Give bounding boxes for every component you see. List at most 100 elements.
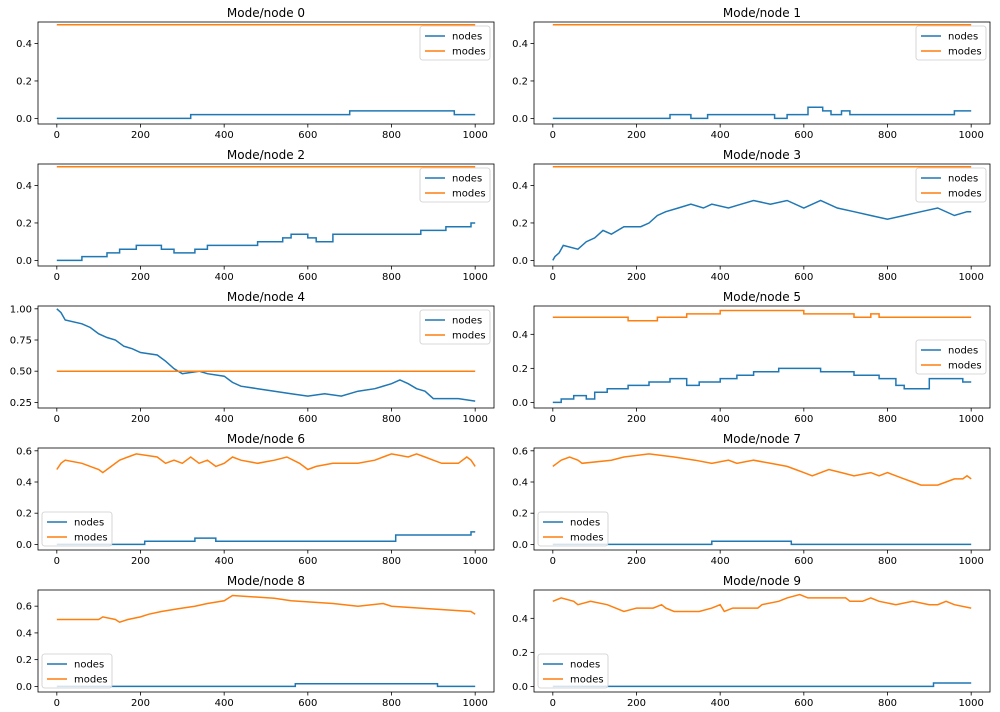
y-tick-label: 0.6	[16, 446, 32, 457]
legend-label-nodes: nodes	[948, 346, 978, 357]
x-tick-label: 0	[550, 414, 556, 425]
subplot-title: Mode/node 7	[723, 432, 801, 446]
axes-frame	[37, 21, 495, 125]
axes-frame	[533, 447, 991, 551]
x-tick-label: 1000	[462, 130, 487, 141]
y-tick-label: 0.2	[16, 509, 32, 520]
y-tick-label: 0.4	[512, 614, 528, 625]
subplot-title: Mode/node 9	[723, 574, 801, 588]
x-tick-label: 1000	[958, 272, 983, 283]
legend-label-nodes: nodes	[452, 174, 482, 185]
y-tick-label: 0.2	[16, 218, 32, 229]
x-tick-label: 200	[627, 698, 646, 709]
y-tick-label: 0.0	[16, 540, 32, 551]
x-tick-label: 400	[711, 698, 730, 709]
subplot-title: Mode/node 8	[227, 574, 305, 588]
x-tick-label: 600	[298, 414, 317, 425]
y-tick-label: 0.2	[512, 648, 528, 659]
y-tick-label: 0.2	[512, 76, 528, 87]
x-tick-label: 800	[878, 556, 897, 567]
y-tick-label: 0.4	[16, 39, 32, 50]
legend-label-nodes: nodes	[948, 32, 978, 43]
axes-frame	[533, 21, 991, 125]
x-tick-label: 400	[215, 272, 234, 283]
legend-label-nodes: nodes	[74, 518, 104, 529]
legend: nodes modes	[41, 653, 113, 689]
series-line-nodes	[56, 222, 476, 262]
y-tick-label: 0.2	[512, 218, 528, 229]
y-tick-label: 0.4	[16, 478, 32, 489]
x-tick-label: 800	[382, 414, 401, 425]
y-tick-label: 0.6	[512, 446, 528, 457]
y-tick-label: 0.0	[16, 682, 32, 693]
x-tick-label: 800	[382, 556, 401, 567]
subplot-0: Mode/node 0 0 200 400 600 800 1000 0.0 0.2 0.4 nod…	[16, 6, 495, 141]
series-line-modes	[552, 453, 972, 486]
subplot-title: Mode/node 3	[723, 148, 801, 162]
y-tick-label: 0.4	[16, 181, 32, 192]
axes-frame	[37, 589, 495, 693]
legend-label-modes: modes	[452, 189, 486, 200]
legend: nodes modes	[419, 309, 491, 345]
legend-label-modes: modes	[452, 47, 486, 58]
y-tick-label: 0.2	[512, 509, 528, 520]
subplot-7: Mode/node 7 0 200 400 600 800 1000 0.0 0.2 0.4 0.6…	[512, 432, 991, 567]
x-tick-label: 0	[54, 272, 60, 283]
x-tick-label: 400	[711, 414, 730, 425]
legend-label-nodes: nodes	[452, 32, 482, 43]
x-tick-label: 600	[794, 414, 813, 425]
x-tick-label: 0	[54, 698, 60, 709]
x-tick-label: 0	[550, 272, 556, 283]
series-line-nodes	[552, 682, 972, 688]
y-tick-label: 0.75	[10, 336, 32, 347]
legend-label-modes: modes	[570, 675, 604, 686]
y-tick-label: 0.4	[16, 628, 32, 639]
x-tick-label: 0	[550, 556, 556, 567]
y-tick-label: 0.0	[512, 256, 528, 267]
y-tick-label: 0.0	[16, 256, 32, 267]
subplot-3: Mode/node 3 0 200 400 600 800 1000 0.0 0.2 0.4 nod…	[512, 148, 991, 283]
x-tick-label: 600	[298, 698, 317, 709]
axes-frame	[533, 163, 991, 267]
y-tick-label: 0.4	[512, 478, 528, 489]
legend: nodes modes	[419, 167, 491, 203]
subplot-5: Mode/node 5 0 200 400 600 800 1000 0.0 0.2 0.4 nod…	[512, 290, 991, 425]
x-tick-label: 400	[711, 130, 730, 141]
x-tick-label: 1000	[958, 556, 983, 567]
axes-frame	[533, 305, 991, 409]
legend: nodes modes	[915, 167, 987, 203]
subplot-title: Mode/node 0	[227, 6, 305, 20]
x-tick-label: 400	[711, 556, 730, 567]
y-tick-label: 0.2	[16, 655, 32, 666]
legend-label-modes: modes	[74, 533, 108, 544]
x-tick-label: 1000	[462, 698, 487, 709]
series-line-modes	[552, 309, 972, 322]
x-tick-label: 600	[298, 130, 317, 141]
subplot-title: Mode/node 6	[227, 432, 305, 446]
y-tick-label: 0.4	[512, 330, 528, 341]
x-tick-label: 400	[215, 414, 234, 425]
series-line-modes	[552, 593, 972, 613]
subplot-1: Mode/node 1 0 200 400 600 800 1000 0.0 0.2 0.4 nod…	[512, 6, 991, 141]
x-tick-label: 800	[878, 272, 897, 283]
x-tick-label: 800	[382, 698, 401, 709]
x-tick-label: 0	[54, 414, 60, 425]
legend: nodes modes	[419, 25, 491, 61]
x-tick-label: 600	[794, 130, 813, 141]
legend: nodes modes	[915, 25, 987, 61]
subplot-title: Mode/node 5	[723, 290, 801, 304]
y-tick-label: 0.4	[512, 181, 528, 192]
series-line-nodes	[552, 106, 972, 120]
subplot-4: Mode/node 4 0 200 400 600 800 1000 0.25 0.50 0.75…	[10, 290, 495, 425]
series-line-nodes	[56, 308, 476, 402]
axes-frame	[37, 447, 495, 551]
y-tick-label: 0.0	[16, 114, 32, 125]
x-tick-label: 1000	[462, 556, 487, 567]
x-tick-label: 200	[627, 414, 646, 425]
y-tick-label: 1.00	[10, 304, 32, 315]
y-tick-label: 0.50	[10, 367, 32, 378]
x-tick-label: 200	[627, 556, 646, 567]
x-tick-label: 200	[131, 414, 150, 425]
x-tick-label: 200	[627, 272, 646, 283]
series-line-nodes	[56, 682, 476, 688]
